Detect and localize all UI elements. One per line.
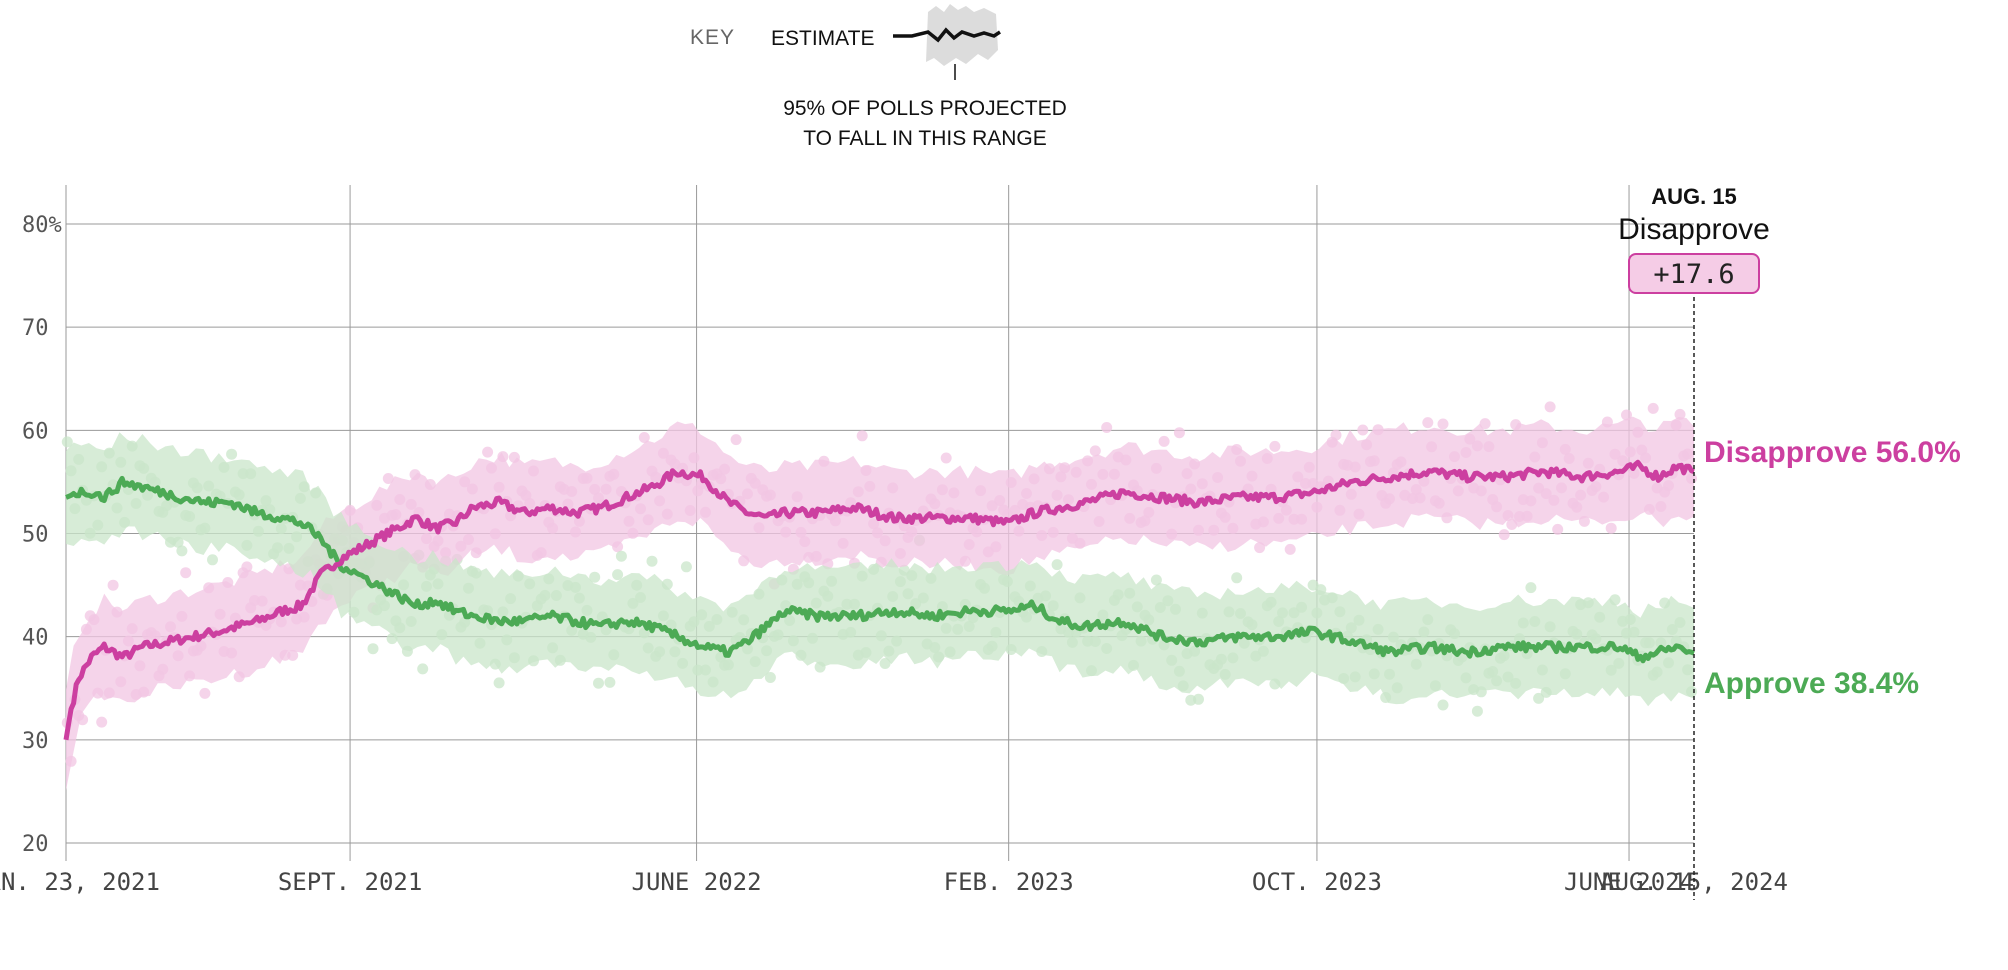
y-tick-label: 70 <box>22 316 49 341</box>
key-sample-band <box>893 4 1001 80</box>
poll-dot <box>417 663 429 675</box>
poll-dot <box>1544 401 1556 413</box>
poll-dot <box>207 554 218 566</box>
x-tick-label: OCT. 2023 <box>1252 868 1382 896</box>
poll-dot <box>1422 417 1434 429</box>
poll-dot <box>1533 692 1545 704</box>
key-title: KEY <box>690 26 735 49</box>
poll-dot <box>593 677 604 689</box>
poll-dot <box>1101 422 1113 433</box>
x-tick-label: JAN. 23, 2021 <box>0 868 160 896</box>
poll-dot <box>940 452 952 464</box>
poll-dot <box>61 436 73 448</box>
poll-dot <box>680 561 692 573</box>
x-tick-label: FEB. 2023 <box>944 868 1074 896</box>
poll-dot <box>1605 522 1617 534</box>
y-tick-label: 40 <box>22 626 49 651</box>
poll-dot <box>1479 418 1491 430</box>
poll-dot <box>1231 572 1243 584</box>
poll-dot <box>764 672 776 683</box>
callout-badge <box>1628 253 1760 294</box>
poll-dot <box>199 687 211 699</box>
poll-dot <box>482 446 494 458</box>
y-tick-label: 20 <box>22 832 49 857</box>
poll-dot <box>1254 542 1266 554</box>
poll-dot <box>1150 574 1162 586</box>
x-axis-tick-labels: JAN. 23, 2021 SEPT. 2021 JUNE 2022 FEB. 202… <box>0 868 1788 896</box>
poll-dot <box>1357 424 1369 436</box>
poll-dot <box>493 677 505 689</box>
y-axis-tick-labels: 80% 70 60 50 40 30 20 <box>22 213 62 857</box>
poll-dot <box>107 579 119 591</box>
poll-dot <box>638 432 650 443</box>
disapprove-end-label: Disapprove 56.0% <box>1704 436 1961 469</box>
poll-dot <box>180 567 192 579</box>
callout-value: +17.6 <box>1653 259 1734 290</box>
poll-dot <box>226 448 238 460</box>
approve-line <box>65 475 1695 664</box>
poll-dot <box>1269 440 1281 452</box>
poll-dot <box>1647 402 1659 414</box>
key-range-label-2: TO FALL IN THIS RANGE <box>803 127 1047 150</box>
poll-dot <box>1051 559 1063 571</box>
y-tick-label: 60 <box>22 419 49 444</box>
x-tick-label: JUNE 2024 <box>1564 868 1694 896</box>
poll-dot <box>287 649 299 661</box>
poll-dot <box>1621 409 1632 421</box>
poll-dot <box>1158 435 1170 447</box>
poll-dot <box>241 561 253 573</box>
disapprove-line <box>63 459 1695 741</box>
poll-dot <box>1173 427 1185 439</box>
poll-dot <box>1674 408 1686 420</box>
poll-dot <box>1193 693 1204 705</box>
poll-dot <box>1284 543 1296 555</box>
x-tick-label: JUNE 2022 <box>632 868 762 896</box>
poll-dot <box>604 676 616 688</box>
poll-dot <box>879 658 891 669</box>
poll-dot <box>615 550 627 562</box>
poll-dot <box>1525 582 1537 594</box>
poll-dot <box>1552 523 1564 535</box>
y-tick-label: 30 <box>22 729 49 754</box>
poll-dot <box>1330 429 1342 441</box>
y-tick-label: 80% <box>22 213 62 238</box>
poll-dot <box>1089 445 1101 457</box>
key-legend: KEY ESTIMATE 95% OF POLLS PROJECTED TO F… <box>690 4 1067 150</box>
y-tick-label: 50 <box>22 523 49 548</box>
poll-dot <box>612 569 624 581</box>
poll-dot <box>382 473 394 484</box>
callout-label: Disapprove <box>1618 213 1770 246</box>
key-estimate-label: ESTIMATE <box>771 27 874 50</box>
disapprove-range-band <box>66 416 1694 791</box>
poll-dot <box>1437 699 1449 711</box>
poll-dot <box>856 430 868 442</box>
key-sample-line <box>893 27 1001 43</box>
poll-dot <box>96 716 108 728</box>
poll-dot <box>646 555 658 567</box>
x-tick-label: SEPT. 2021 <box>278 868 423 896</box>
callout-date: AUG. 15 <box>1651 184 1737 209</box>
poll-dot <box>367 643 379 655</box>
poll-dot <box>1437 418 1449 430</box>
key-range-label-1: 95% OF POLLS PROJECTED <box>783 97 1067 120</box>
poll-dot <box>730 434 742 446</box>
poll-dot <box>1471 705 1483 717</box>
approve-end-label: Approve 38.4% <box>1704 667 1919 700</box>
poll-dot <box>589 571 601 583</box>
poll-dot <box>176 545 188 557</box>
poll-dot <box>1498 529 1510 541</box>
